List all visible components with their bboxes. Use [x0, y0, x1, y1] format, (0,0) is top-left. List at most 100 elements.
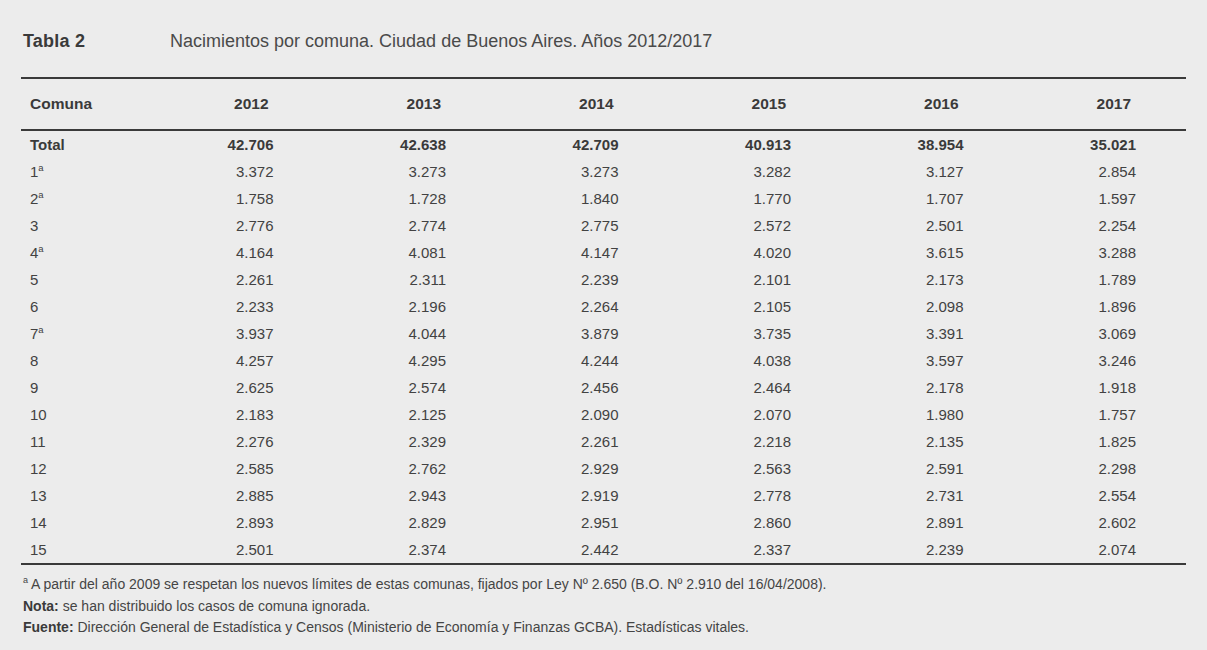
comuna-cell: 12	[21, 455, 151, 482]
value-cell: 3.391	[841, 320, 1014, 347]
column-header-2017: 2017	[1014, 78, 1187, 130]
value-cell: 1.728	[324, 185, 497, 212]
footnote-nota-label: Nota:	[23, 598, 59, 614]
value-cell: 4.038	[669, 347, 842, 374]
value-cell: 2.311	[324, 266, 497, 293]
header-row: Comuna 2012 2013 2014 2015 2016 2017	[21, 78, 1186, 130]
table-row: 122.5852.7622.9292.5632.5912.298	[21, 455, 1186, 482]
value-cell: 4.257	[151, 347, 324, 374]
table-row: 7a3.9374.0443.8793.7353.3913.069	[21, 320, 1186, 347]
footnote-marker-sup: a	[38, 162, 43, 173]
column-header-2012: 2012	[151, 78, 324, 130]
value-cell: 2.101	[669, 266, 842, 293]
value-cell: 2.173	[841, 266, 1014, 293]
table-title: Nacimientos por comuna. Ciudad de Buenos…	[170, 31, 712, 52]
value-cell: 1.707	[841, 185, 1014, 212]
value-cell: 3.937	[151, 320, 324, 347]
value-cell: 2.261	[496, 428, 669, 455]
value-cell: 1.789	[1014, 266, 1187, 293]
value-cell: 2.775	[496, 212, 669, 239]
value-cell: 2.860	[669, 509, 842, 536]
value-cell: 2.951	[496, 509, 669, 536]
value-cell: 1.918	[1014, 374, 1187, 401]
value-cell: 42.709	[496, 130, 669, 158]
table-row: 32.7762.7742.7752.5722.5012.254	[21, 212, 1186, 239]
comuna-cell: 6	[21, 293, 151, 320]
value-cell: 4.244	[496, 347, 669, 374]
value-cell: 2.776	[151, 212, 324, 239]
comuna-cell: 8	[21, 347, 151, 374]
table-row: Total42.70642.63842.70940.91338.95435.02…	[21, 130, 1186, 158]
value-cell: 2.261	[151, 266, 324, 293]
column-header-2015: 2015	[669, 78, 842, 130]
table-row: 52.2612.3112.2392.1012.1731.789	[21, 266, 1186, 293]
value-cell: 2.919	[496, 482, 669, 509]
footnote-nota: Nota: se han distribuido los casos de co…	[23, 596, 1184, 618]
value-cell: 35.021	[1014, 130, 1187, 158]
value-cell: 2.254	[1014, 212, 1187, 239]
value-cell: 3.246	[1014, 347, 1187, 374]
value-cell: 2.135	[841, 428, 1014, 455]
comuna-cell: 15	[21, 536, 151, 564]
value-cell: 3.372	[151, 158, 324, 185]
table-row: 4a4.1644.0814.1474.0203.6153.288	[21, 239, 1186, 266]
value-cell: 2.778	[669, 482, 842, 509]
footnote-marker-sup: a	[38, 189, 43, 200]
table-row: 2a1.7581.7281.8401.7701.7071.597	[21, 185, 1186, 212]
value-cell: 2.125	[324, 401, 497, 428]
value-cell: 2.456	[496, 374, 669, 401]
value-cell: 2.464	[669, 374, 842, 401]
value-cell: 3.288	[1014, 239, 1187, 266]
value-cell: 2.183	[151, 401, 324, 428]
value-cell: 2.731	[841, 482, 1014, 509]
value-cell: 2.329	[324, 428, 497, 455]
value-cell: 2.098	[841, 293, 1014, 320]
table-row: 112.2762.3292.2612.2182.1351.825	[21, 428, 1186, 455]
column-header-comuna: Comuna	[21, 78, 151, 130]
value-cell: 2.337	[669, 536, 842, 564]
value-cell: 4.081	[324, 239, 497, 266]
table-label: Tabla 2	[23, 31, 170, 52]
table-row: 142.8932.8292.9512.8602.8912.602	[21, 509, 1186, 536]
value-cell: 42.638	[324, 130, 497, 158]
column-header-2016: 2016	[841, 78, 1014, 130]
value-cell: 2.090	[496, 401, 669, 428]
value-cell: 1.840	[496, 185, 669, 212]
value-cell: 3.735	[669, 320, 842, 347]
value-cell: 2.574	[324, 374, 497, 401]
value-cell: 2.891	[841, 509, 1014, 536]
value-cell: 2.885	[151, 482, 324, 509]
value-cell: 3.273	[324, 158, 497, 185]
value-cell: 2.264	[496, 293, 669, 320]
value-cell: 4.147	[496, 239, 669, 266]
value-cell: 4.164	[151, 239, 324, 266]
value-cell: 2.591	[841, 455, 1014, 482]
comuna-cell: 10	[21, 401, 151, 428]
value-cell: 3.273	[496, 158, 669, 185]
value-cell: 2.585	[151, 455, 324, 482]
comuna-cell: 3	[21, 212, 151, 239]
value-cell: 1.597	[1014, 185, 1187, 212]
value-cell: 2.276	[151, 428, 324, 455]
column-header-2013: 2013	[324, 78, 497, 130]
value-cell: 2.070	[669, 401, 842, 428]
value-cell: 2.501	[841, 212, 1014, 239]
table-row: 84.2574.2954.2444.0383.5973.246	[21, 347, 1186, 374]
value-cell: 3.069	[1014, 320, 1187, 347]
footnote-limits-text: A partir del año 2009 se respetan los nu…	[31, 576, 826, 592]
table-2-sheet: Tabla 2 Nacimientos por comuna. Ciudad d…	[21, 0, 1186, 639]
table-body: Total42.70642.63842.70940.91338.95435.02…	[21, 130, 1186, 564]
value-cell: 2.563	[669, 455, 842, 482]
value-cell: 2.298	[1014, 455, 1187, 482]
value-cell: 3.282	[669, 158, 842, 185]
value-cell: 4.044	[324, 320, 497, 347]
footnote-nota-text: se han distribuido los casos de comuna i…	[63, 598, 370, 614]
value-cell: 2.774	[324, 212, 497, 239]
footnote-marker: a	[23, 575, 28, 585]
value-cell: 2.602	[1014, 509, 1187, 536]
footnote-fuente: Fuente: Dirección General de Estadística…	[23, 617, 1184, 639]
value-cell: 2.374	[324, 536, 497, 564]
footnotes: aA partir del año 2009 se respetan los n…	[21, 565, 1186, 639]
value-cell: 2.239	[496, 266, 669, 293]
value-cell: 4.295	[324, 347, 497, 374]
